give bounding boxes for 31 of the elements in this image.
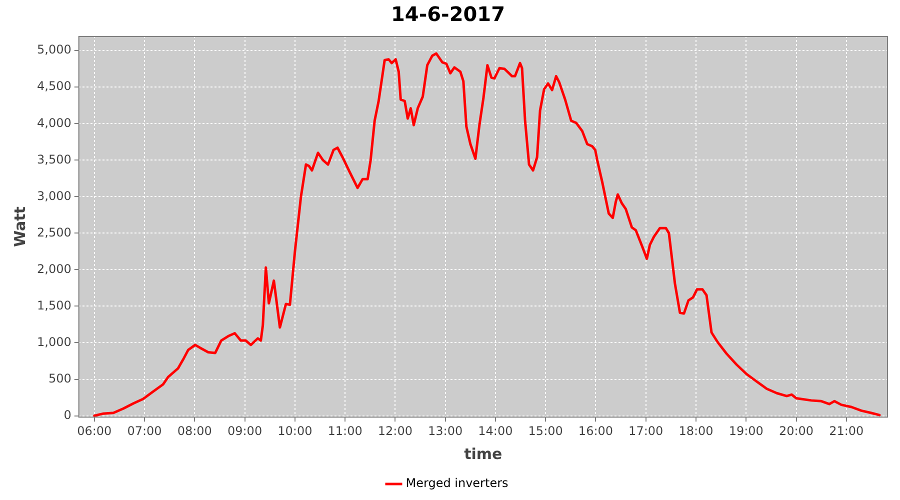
x-tick-label: 13:00	[428, 424, 463, 438]
y-tick-label: 1,000	[36, 334, 72, 349]
x-tick-label: 07:00	[127, 424, 162, 438]
x-tick-label: 11:00	[328, 424, 362, 438]
legend-label: Merged inverters	[406, 476, 508, 490]
x-tick-label: 14:00	[478, 424, 513, 438]
x-tick-label: 12:00	[378, 424, 412, 438]
y-tick-label: 1,500	[36, 298, 72, 312]
x-tick-label: 15:00	[528, 424, 563, 438]
x-tick-label: 16:00	[578, 424, 614, 438]
x-tick-label: 18:00	[678, 424, 714, 438]
y-tick-label: 2,000	[36, 262, 72, 276]
y-tick-label: 0	[64, 408, 72, 422]
y-tick-label: 3,000	[36, 188, 72, 203]
x-axis-title: time	[464, 444, 502, 463]
chart-title: 14-6-2017	[390, 2, 506, 26]
x-tick-label: 06:00	[77, 424, 112, 438]
x-tick-label: 10:00	[278, 424, 312, 438]
y-tick-label: 500	[48, 371, 72, 386]
y-tick-label: 3,500	[36, 152, 72, 166]
y-axis-title: Watt	[10, 206, 29, 248]
y-tick-label: 4,000	[36, 116, 72, 130]
x-tick-label: 09:00	[228, 424, 262, 438]
x-tick-label: 21:00	[829, 424, 864, 438]
x-tick-label: 19:00	[728, 424, 764, 438]
x-tick-label: 08:00	[177, 424, 212, 438]
y-tick-label: 4,500	[36, 79, 72, 94]
y-tick-label: 2,500	[36, 225, 72, 240]
y-tick-label: 5,000	[36, 42, 72, 57]
x-tick-label: 17:00	[628, 424, 664, 438]
x-tick-label: 20:00	[778, 424, 814, 438]
